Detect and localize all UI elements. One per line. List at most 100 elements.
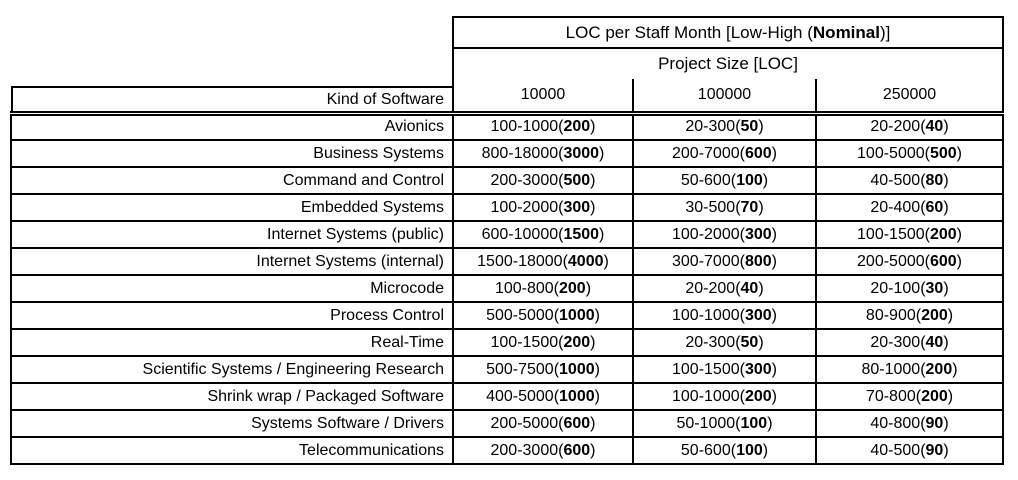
nominal-value: 3000	[563, 144, 600, 162]
paren-open: (	[558, 118, 564, 136]
table-row: Real-Time 100-1500(200) 20-300(50) 20-30…	[10, 328, 1005, 357]
paren-open: (	[558, 225, 564, 243]
paren-open: (	[735, 279, 741, 297]
row-label: Real-Time	[10, 328, 454, 357]
paren-close: )	[590, 118, 596, 136]
paren-close: )	[590, 441, 596, 459]
loc-cell-100000: 20-300(50)	[632, 328, 817, 357]
paren-open: (	[739, 387, 745, 405]
row-label: Process Control	[10, 301, 454, 330]
loc-range: 20-100	[870, 279, 921, 297]
paren-open: (	[553, 360, 560, 378]
loc-cell-10000: 500-7500(1000)	[452, 355, 634, 384]
paren-close: )	[771, 252, 777, 270]
paren-open: (	[915, 306, 922, 324]
nominal-value: 70	[740, 198, 759, 216]
loc-cell-10000: 600-10000(1500)	[452, 220, 634, 249]
loc-cell-100000: 50-600(100)	[632, 166, 817, 195]
table-row: Scientific Systems / Engineering Researc…	[10, 355, 1005, 384]
loc-range: 100-1000	[490, 118, 559, 136]
nominal-value: 40	[740, 279, 759, 297]
blank-corner	[11, 17, 453, 48]
loc-cell-100000: 300-7000(800)	[632, 247, 817, 276]
loc-range: 200-7000	[672, 144, 740, 162]
row-label: Avionics	[10, 112, 454, 141]
loc-range: 20-300	[685, 118, 736, 136]
paren-open: (	[915, 387, 922, 405]
loc-cell-250000: 40-800(90)	[814, 409, 1005, 438]
loc-cell-10000: 200-3000(600)	[452, 436, 634, 465]
loc-cell-100000: 20-200(40)	[632, 274, 817, 303]
nominal-value: 200	[925, 360, 953, 378]
paren-open: (	[553, 279, 559, 297]
loc-range: 80-1000	[861, 360, 921, 378]
table-row: Internet Systems (public) 600-10000(1500…	[10, 220, 1005, 249]
loc-cell-250000: 100-5000(500)	[814, 139, 1005, 168]
paren-open: (	[739, 360, 745, 378]
nominal-value: 600	[563, 441, 591, 459]
paren-close: )	[762, 171, 769, 189]
paren-close: )	[956, 144, 962, 162]
row-label: Shrink wrap / Packaged Software	[10, 382, 454, 411]
paren-open: (	[735, 118, 741, 136]
paren-open: (	[735, 198, 741, 216]
loc-range: 500-7500	[486, 360, 554, 378]
nominal-value: 300	[563, 198, 591, 216]
paren-close: )	[590, 333, 596, 351]
nominal-value: 50	[740, 333, 759, 351]
paren-open: (	[558, 171, 564, 189]
row-label: Business Systems	[10, 139, 454, 168]
loc-range: 100-2000	[672, 225, 740, 243]
table-row: Microcode 100-800(200) 20-200(40) 20-100…	[10, 274, 1005, 303]
nominal-value: 200	[563, 118, 591, 136]
paren-open: (	[920, 118, 926, 136]
paren-open: (	[739, 306, 745, 324]
col-header-250000: 250000	[814, 79, 1005, 116]
nominal-value: 4000	[567, 252, 604, 270]
loc-cell-100000: 100-1000(300)	[632, 301, 817, 330]
project-size-header: Project Size [LOC]	[451, 47, 1005, 79]
paren-close: )	[943, 279, 949, 297]
table-row: Command and Control 200-3000(500) 50-600…	[10, 166, 1005, 195]
paren-close: )	[943, 333, 949, 351]
loc-range: 20-200	[870, 118, 921, 136]
loc-cell-100000: 100-1500(300)	[632, 355, 817, 384]
blank-corner	[11, 48, 453, 79]
col-header-10000: 10000	[452, 79, 634, 116]
loc-cell-100000: 50-600(100)	[632, 436, 817, 465]
row-label: Internet Systems (internal)	[10, 247, 454, 276]
table-row: Process Control 500-5000(1000) 100-1000(…	[10, 301, 1005, 330]
paren-close: )	[599, 225, 605, 243]
loc-cell-10000: 400-5000(1000)	[452, 382, 634, 411]
nominal-value: 80	[925, 171, 944, 189]
nominal-value: 300	[744, 360, 772, 378]
loc-cell-250000: 20-400(60)	[814, 193, 1005, 222]
paren-close: )	[758, 333, 764, 351]
loc-cell-250000: 40-500(80)	[814, 166, 1005, 195]
loc-cell-100000: 30-500(70)	[632, 193, 817, 222]
nominal-value: 500	[563, 171, 591, 189]
loc-range: 1500-18000	[477, 252, 563, 270]
nominal-value: 600	[563, 414, 591, 432]
loc-cell-10000: 100-800(200)	[452, 274, 634, 303]
table-title: LOC per Staff Month [Low-High (Nominal)]	[451, 16, 1005, 49]
loc-range: 20-200	[685, 279, 736, 297]
paren-close: )	[758, 118, 764, 136]
table-row: Telecommunications 200-3000(600) 50-600(…	[10, 436, 1005, 465]
row-label: Internet Systems (public)	[10, 220, 454, 249]
table-row: Systems Software / Drivers 200-5000(600)…	[10, 409, 1005, 438]
col-header-100000: 100000	[632, 79, 817, 116]
paren-close: )	[943, 441, 949, 459]
nominal-value: 90	[925, 414, 944, 432]
loc-cell-10000: 100-2000(300)	[452, 193, 634, 222]
paren-close: )	[943, 171, 949, 189]
nominal-value: 90	[925, 441, 944, 459]
title-text-pre: LOC per Staff Month [Low-High (	[565, 22, 813, 42]
nominal-value: 30	[925, 279, 944, 297]
loc-range: 20-300	[870, 333, 921, 351]
paren-open: (	[562, 252, 568, 270]
loc-cell-250000: 40-500(90)	[814, 436, 1005, 465]
title-row: LOC per Staff Month [Low-High (Nominal)]	[11, 16, 1005, 49]
paren-open: (	[558, 414, 564, 432]
table-container: LOC per Staff Month [Low-High (Nominal)]…	[10, 16, 1005, 465]
